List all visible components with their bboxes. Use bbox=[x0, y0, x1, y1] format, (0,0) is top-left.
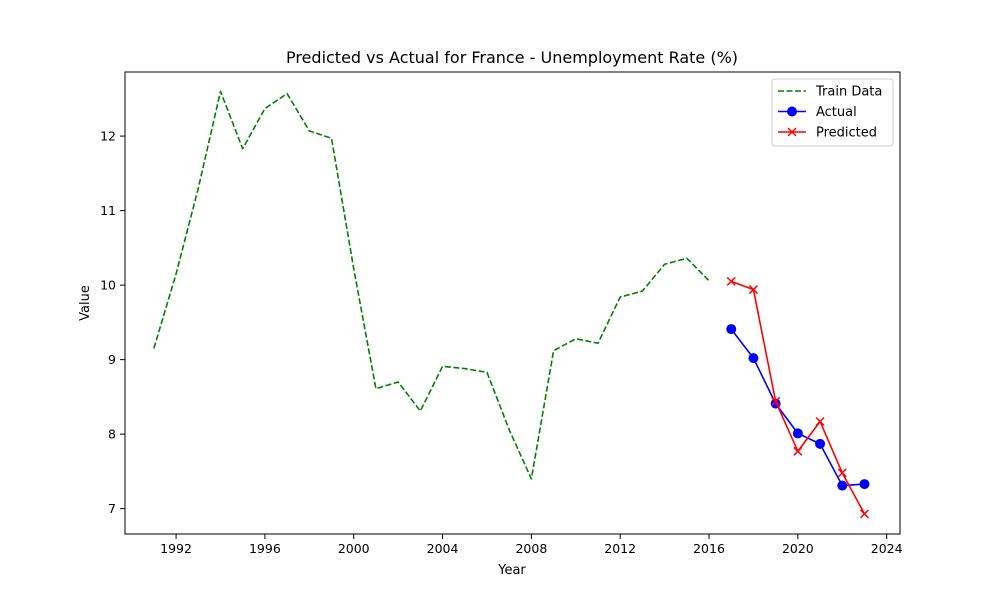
actual-point bbox=[726, 324, 737, 335]
x-tick-label: 2000 bbox=[338, 541, 370, 556]
x-tick-label: 2020 bbox=[782, 541, 814, 556]
x-tick-label: 2024 bbox=[871, 541, 903, 556]
x-tick-label: 1996 bbox=[249, 541, 281, 556]
train-data-series-line bbox=[153, 90, 710, 480]
legend-label-predicted: Predicted bbox=[816, 126, 877, 141]
predicted-point bbox=[793, 446, 803, 456]
legend: Train Data Actual Predicted bbox=[771, 78, 894, 147]
y-axis-ticks: 7 8 9 10 11 12 bbox=[100, 129, 125, 516]
predicted-point bbox=[748, 285, 758, 295]
legend-marker-actual bbox=[787, 106, 797, 117]
legend-label-actual: Actual bbox=[816, 105, 857, 120]
legend-marker-predicted bbox=[787, 127, 797, 137]
plot-area bbox=[124, 71, 901, 535]
y-tick-label: 12 bbox=[100, 129, 116, 144]
actual-point bbox=[815, 438, 826, 449]
x-axis-ticks: 1992 1996 2000 2004 2008 2012 2016 2020 2024 bbox=[160, 534, 903, 556]
y-tick-label: 8 bbox=[108, 427, 116, 442]
legend-frame bbox=[771, 78, 894, 147]
predicted-point bbox=[815, 416, 825, 427]
x-tick-label: 2012 bbox=[604, 541, 636, 556]
predicted-point bbox=[859, 509, 870, 519]
actual-point bbox=[748, 353, 759, 364]
series-layer bbox=[153, 90, 870, 519]
chart-title: Predicted vs Actual for France - Unemplo… bbox=[286, 48, 738, 67]
x-tick-label: 2016 bbox=[693, 541, 725, 556]
x-tick-label: 2004 bbox=[427, 541, 459, 556]
predicted-point bbox=[771, 396, 781, 406]
actual-point bbox=[792, 428, 803, 439]
y-tick-label: 7 bbox=[108, 501, 116, 516]
legend-label-train-data: Train Data bbox=[815, 85, 882, 100]
y-tick-label: 10 bbox=[100, 278, 116, 293]
predicted-point bbox=[837, 468, 847, 478]
predicted-point bbox=[726, 276, 736, 286]
x-tick-label: 2008 bbox=[515, 541, 547, 556]
y-axis-label: Value bbox=[78, 285, 93, 321]
actual-point bbox=[859, 479, 870, 490]
x-tick-label: 1992 bbox=[160, 541, 192, 556]
actual-point bbox=[837, 480, 848, 491]
y-tick-label: 11 bbox=[100, 203, 116, 218]
y-tick-label: 9 bbox=[108, 352, 116, 367]
x-axis-label: Year bbox=[497, 563, 526, 578]
